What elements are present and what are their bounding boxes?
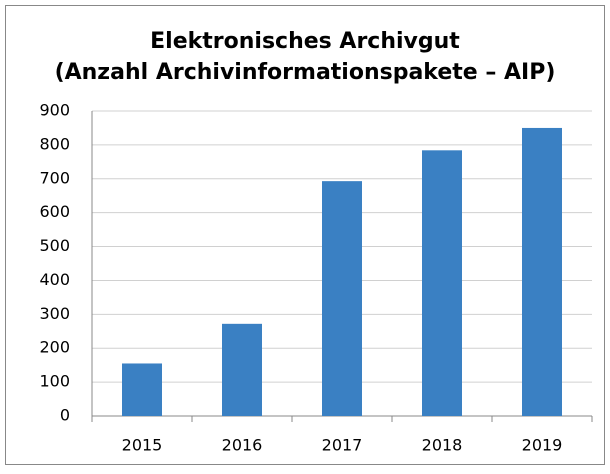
x-tick-label: 2017 bbox=[322, 436, 363, 455]
x-tick-label: 2016 bbox=[222, 436, 263, 455]
bar bbox=[222, 323, 262, 416]
chart-frame bbox=[5, 5, 605, 465]
y-tick-label: 0 bbox=[60, 406, 70, 425]
bar bbox=[522, 127, 562, 416]
y-tick-label: 100 bbox=[39, 372, 70, 391]
bar bbox=[322, 181, 362, 416]
y-tick-label: 800 bbox=[39, 134, 70, 153]
x-tick-label: 2019 bbox=[522, 436, 563, 455]
y-tick-label: 400 bbox=[39, 270, 70, 289]
chart-title: Elektronisches Archivgut bbox=[150, 29, 460, 54]
bar bbox=[422, 150, 462, 417]
x-tick-label: 2018 bbox=[422, 436, 463, 455]
bar bbox=[122, 363, 162, 416]
x-tick-label: 2015 bbox=[122, 436, 163, 455]
y-tick-label: 200 bbox=[39, 338, 70, 357]
chart-title: (Anzahl Archivinformationspakete – AIP) bbox=[55, 60, 556, 85]
y-tick-label: 500 bbox=[39, 236, 70, 255]
y-tick-label: 900 bbox=[39, 101, 70, 120]
y-tick-label: 700 bbox=[39, 168, 70, 187]
y-tick-label: 300 bbox=[39, 304, 70, 323]
y-tick-label: 600 bbox=[39, 202, 70, 221]
